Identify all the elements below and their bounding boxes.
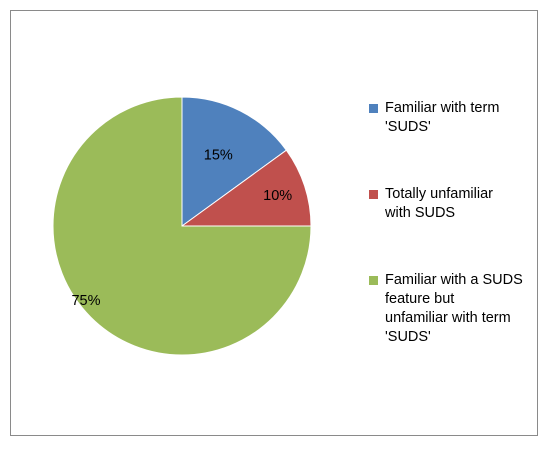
legend-label-line: Familiar with term <box>385 100 500 116</box>
legend-swatch-familiar-with-feature <box>369 276 378 285</box>
pie-chart: 15% 10% 75% <box>52 96 312 356</box>
legend-label-line: with SUDS <box>385 205 456 221</box>
legend-label-line: 'SUDS' <box>385 329 431 345</box>
chart-area: 15% 10% 75% Familiar with term 'SUDS' Tota… <box>10 10 538 436</box>
data-label: 10% <box>263 188 292 204</box>
legend: Familiar with term 'SUDS' Totally unfami… <box>369 99 539 347</box>
legend-item-familiar-with-term: Familiar with term 'SUDS' <box>369 99 539 137</box>
slice-familiar-with-term <box>181 96 288 227</box>
legend-label-line: Familiar with a SUDS <box>385 272 523 288</box>
data-label: 15% <box>204 148 233 164</box>
legend-swatch-totally-unfamiliar <box>369 190 378 199</box>
slice-totally-unfamiliar <box>180 149 312 227</box>
legend-item-familiar-with-feature: Familiar with a SUDS feature but unfamil… <box>369 271 539 347</box>
legend-label-line: feature but <box>385 291 455 307</box>
slice-familiar-with-feature <box>52 96 312 356</box>
legend-label-line: 'SUDS' <box>385 119 431 135</box>
data-label: 75% <box>71 293 100 309</box>
legend-label-line: Totally unfamiliar <box>385 186 493 202</box>
legend-label-line: unfamiliar with term <box>385 310 511 326</box>
legend-item-totally-unfamiliar: Totally unfamiliar with SUDS <box>369 185 539 223</box>
legend-swatch-familiar-with-term <box>369 104 378 113</box>
